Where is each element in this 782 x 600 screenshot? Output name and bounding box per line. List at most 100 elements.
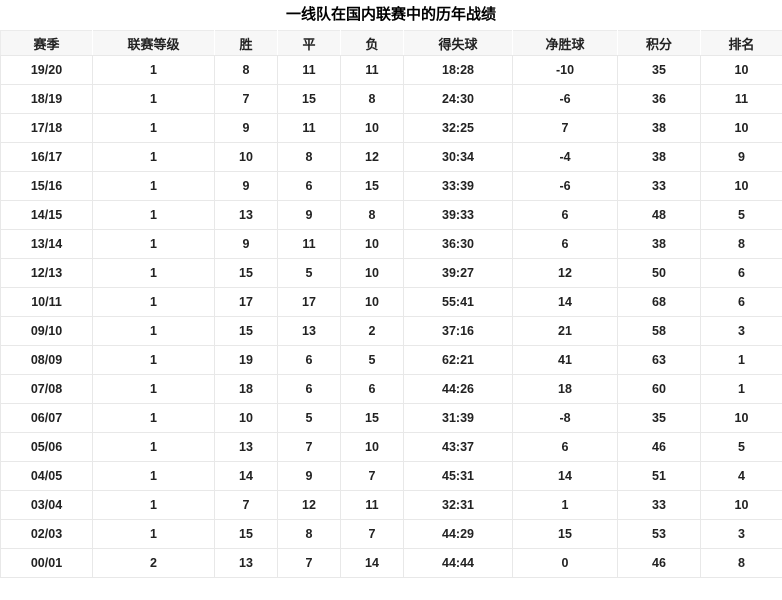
table-row: 13/14 1 9 11 10 36:30 6 38 8 xyxy=(0,229,782,259)
table-row: 02/03 1 15 8 7 44:29 15 53 3 xyxy=(0,519,782,549)
table-row: 03/04 1 7 12 11 32:31 1 33 10 xyxy=(0,490,782,520)
cell-points: 53 xyxy=(617,519,701,549)
cell-season: 09/10 xyxy=(0,316,93,346)
table-row: 04/05 1 14 9 7 45:31 14 51 4 xyxy=(0,461,782,491)
cell-draws: 9 xyxy=(277,200,341,230)
header-goal-difference: 净胜球 xyxy=(512,30,618,56)
cell-goals-for-against: 44:26 xyxy=(403,374,513,404)
cell-goals-for-against: 39:27 xyxy=(403,258,513,288)
cell-goals-for-against: 36:30 xyxy=(403,229,513,259)
cell-league-level: 1 xyxy=(92,490,215,520)
cell-points: 68 xyxy=(617,287,701,317)
cell-losses: 8 xyxy=(340,200,404,230)
cell-points: 46 xyxy=(617,548,701,578)
cell-losses: 10 xyxy=(340,432,404,462)
cell-points: 38 xyxy=(617,142,701,172)
cell-wins: 19 xyxy=(214,345,278,375)
table-row: 05/06 1 13 7 10 43:37 6 46 5 xyxy=(0,432,782,462)
cell-losses: 11 xyxy=(340,490,404,520)
table-row: 10/11 1 17 17 10 55:41 14 68 6 xyxy=(0,287,782,317)
cell-draws: 12 xyxy=(277,490,341,520)
header-rank: 排名 xyxy=(700,30,782,56)
header-goals-for-against: 得失球 xyxy=(403,30,513,56)
cell-season: 18/19 xyxy=(0,84,93,114)
cell-season: 05/06 xyxy=(0,432,93,462)
cell-league-level: 1 xyxy=(92,229,215,259)
cell-goal-difference: 21 xyxy=(512,316,618,346)
cell-rank: 4 xyxy=(700,461,782,491)
cell-draws: 7 xyxy=(277,432,341,462)
header-wins: 胜 xyxy=(214,30,278,56)
cell-draws: 13 xyxy=(277,316,341,346)
cell-points: 38 xyxy=(617,113,701,143)
cell-draws: 6 xyxy=(277,345,341,375)
cell-goal-difference: 12 xyxy=(512,258,618,288)
cell-goals-for-against: 24:30 xyxy=(403,84,513,114)
results-table: 赛季 联赛等级 胜 平 负 得失球 净胜球 积分 排名 19/20 1 8 11 11 1… xyxy=(0,30,782,578)
cell-losses: 11 xyxy=(340,55,404,85)
cell-season: 03/04 xyxy=(0,490,93,520)
table-row: 06/07 1 10 5 15 31:39 -8 35 10 xyxy=(0,403,782,433)
cell-goal-difference: 6 xyxy=(512,432,618,462)
table-row: 07/08 1 18 6 6 44:26 18 60 1 xyxy=(0,374,782,404)
cell-wins: 7 xyxy=(214,490,278,520)
results-table-header: 赛季 联赛等级 胜 平 负 得失球 净胜球 积分 排名 xyxy=(0,30,782,56)
cell-losses: 8 xyxy=(340,84,404,114)
cell-season: 04/05 xyxy=(0,461,93,491)
cell-wins: 9 xyxy=(214,171,278,201)
cell-wins: 17 xyxy=(214,287,278,317)
cell-goal-difference: -6 xyxy=(512,171,618,201)
cell-season: 19/20 xyxy=(0,55,93,85)
cell-rank: 10 xyxy=(700,403,782,433)
cell-league-level: 1 xyxy=(92,461,215,491)
cell-losses: 10 xyxy=(340,229,404,259)
header-points: 积分 xyxy=(617,30,701,56)
cell-league-level: 1 xyxy=(92,113,215,143)
cell-goal-difference: 41 xyxy=(512,345,618,375)
cell-points: 58 xyxy=(617,316,701,346)
cell-goal-difference: 14 xyxy=(512,287,618,317)
cell-rank: 8 xyxy=(700,229,782,259)
cell-wins: 7 xyxy=(214,84,278,114)
cell-losses: 5 xyxy=(340,345,404,375)
cell-goals-for-against: 44:44 xyxy=(403,548,513,578)
cell-draws: 5 xyxy=(277,258,341,288)
table-row: 00/01 2 13 7 14 44:44 0 46 8 xyxy=(0,548,782,578)
cell-losses: 7 xyxy=(340,461,404,491)
cell-rank: 10 xyxy=(700,171,782,201)
cell-rank: 10 xyxy=(700,55,782,85)
cell-draws: 5 xyxy=(277,403,341,433)
cell-wins: 14 xyxy=(214,461,278,491)
cell-losses: 10 xyxy=(340,287,404,317)
cell-points: 33 xyxy=(617,171,701,201)
cell-draws: 11 xyxy=(277,55,341,85)
cell-season: 00/01 xyxy=(0,548,93,578)
cell-rank: 1 xyxy=(700,345,782,375)
cell-goal-difference: -8 xyxy=(512,403,618,433)
cell-league-level: 1 xyxy=(92,432,215,462)
cell-goal-difference: -6 xyxy=(512,84,618,114)
cell-losses: 6 xyxy=(340,374,404,404)
cell-goal-difference: 0 xyxy=(512,548,618,578)
cell-wins: 10 xyxy=(214,142,278,172)
cell-draws: 6 xyxy=(277,171,341,201)
cell-goal-difference: 6 xyxy=(512,229,618,259)
cell-goals-for-against: 55:41 xyxy=(403,287,513,317)
cell-losses: 14 xyxy=(340,548,404,578)
cell-league-level: 1 xyxy=(92,258,215,288)
cell-league-level: 1 xyxy=(92,403,215,433)
cell-losses: 10 xyxy=(340,258,404,288)
cell-losses: 12 xyxy=(340,142,404,172)
header-draws: 平 xyxy=(277,30,341,56)
cell-league-level: 1 xyxy=(92,316,215,346)
cell-draws: 15 xyxy=(277,84,341,114)
cell-season: 10/11 xyxy=(0,287,93,317)
cell-season: 16/17 xyxy=(0,142,93,172)
cell-draws: 11 xyxy=(277,113,341,143)
cell-season: 08/09 xyxy=(0,345,93,375)
cell-wins: 13 xyxy=(214,200,278,230)
cell-rank: 9 xyxy=(700,142,782,172)
cell-points: 36 xyxy=(617,84,701,114)
cell-league-level: 1 xyxy=(92,519,215,549)
cell-points: 33 xyxy=(617,490,701,520)
